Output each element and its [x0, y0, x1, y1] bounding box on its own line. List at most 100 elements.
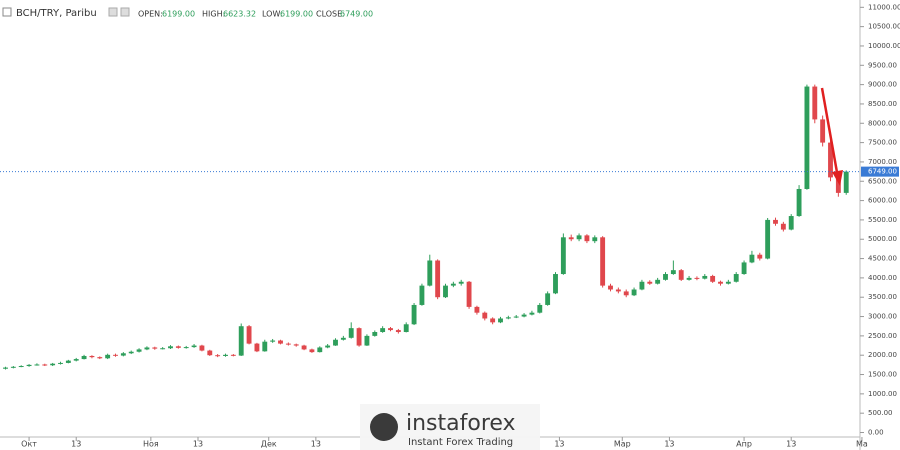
candle-body [58, 362, 63, 364]
plot-area [0, 84, 860, 370]
y-tick-label: 8000.00 [868, 119, 897, 127]
candle-body [270, 340, 276, 342]
high-value: 6623.32 [223, 10, 256, 19]
candle-body [136, 349, 142, 352]
low-value: 6199.00 [280, 10, 313, 19]
y-tick-label: 1500.00 [868, 371, 897, 379]
watermark-brand: instaforex [406, 411, 516, 436]
candle-body [34, 364, 40, 366]
candle-body [207, 350, 213, 356]
candle-body [498, 318, 503, 323]
annotation-arrow-head [832, 170, 843, 186]
open-value: 6199.00 [162, 10, 195, 19]
last-price-badge [861, 166, 899, 177]
x-tick-label: 13 [664, 440, 674, 449]
candle-body [372, 332, 378, 336]
candle-body [435, 260, 441, 298]
y-tick-label: 10000.00 [868, 42, 900, 50]
candle-body [285, 343, 291, 345]
candle-body [152, 347, 158, 349]
candle-body [10, 366, 16, 368]
y-tick-label: 4000.00 [868, 274, 897, 282]
candle-body [50, 363, 56, 366]
y-tick-label: 2500.00 [868, 332, 897, 340]
candle-body [513, 316, 519, 318]
candle-body [246, 326, 252, 344]
candle-body [710, 275, 716, 282]
y-tick-label: 10500.00 [868, 23, 900, 31]
candle-body [505, 317, 511, 319]
symbol: BCH/TRY, Paribu [16, 8, 97, 19]
y-tick-label: 500.00 [868, 409, 893, 417]
y-tick-label: 0.00 [868, 429, 884, 437]
candle-body [293, 344, 299, 346]
candle-body [348, 328, 354, 338]
x-tick-label: Апр [736, 440, 752, 449]
candle-body [835, 177, 841, 193]
candle-body [215, 355, 221, 357]
candle-body [458, 281, 464, 284]
candle-body [450, 283, 456, 286]
candle-body [168, 346, 173, 349]
y-tick-label: 5000.00 [868, 235, 897, 243]
last-price-label: 6749.00 [868, 168, 897, 176]
candle-body [584, 235, 590, 242]
candle-body [183, 347, 189, 349]
candle-body [144, 347, 150, 350]
candle-body [411, 304, 417, 325]
x-tick-label: 13 [554, 440, 564, 449]
settings-icon[interactable] [108, 7, 118, 17]
y-tick-label: 6000.00 [868, 197, 897, 205]
open-label: OPEN: [138, 10, 163, 19]
candle-body [419, 285, 425, 305]
candle-body [828, 142, 833, 178]
candle-body [73, 359, 79, 361]
x-tick-label: Ноя [143, 440, 159, 449]
candle-body [608, 285, 613, 290]
candle-body [97, 357, 103, 359]
candle-body [105, 354, 111, 359]
candle-body [230, 354, 236, 356]
y-tick-label: 9500.00 [868, 61, 897, 69]
x-tick-label: 13 [786, 440, 796, 449]
candle-body [317, 347, 323, 353]
candle-body [663, 274, 668, 280]
candle-body [615, 289, 621, 292]
candle-body [765, 219, 771, 259]
candle-body [600, 237, 606, 286]
candle-body [474, 306, 480, 313]
y-tick-label: 11000.00 [868, 3, 900, 11]
candle-body [443, 285, 448, 298]
y-tick-label: 3500.00 [868, 293, 897, 301]
candle-body [262, 341, 268, 352]
candle-body [333, 339, 338, 346]
candle-body [466, 281, 472, 307]
y-tick-label: 9000.00 [868, 81, 897, 89]
candle-body [623, 291, 629, 296]
candle-body [18, 366, 24, 368]
candle-body [757, 254, 763, 259]
candle-body [254, 343, 260, 352]
hide-icon[interactable] [120, 7, 130, 17]
candle-body [537, 304, 543, 313]
candle-body [113, 354, 118, 356]
candle-body [788, 216, 794, 230]
candle-body [388, 328, 393, 331]
y-tick-label: 7500.00 [868, 139, 897, 147]
annotation-arrow [820, 87, 840, 179]
candle-body [545, 293, 551, 305]
close-label: CLOSE: [316, 10, 345, 19]
candle-body [340, 337, 346, 340]
candle-body [199, 345, 205, 351]
candle-body [380, 328, 386, 333]
candle-body [89, 355, 95, 358]
watermark-icon [370, 413, 398, 441]
candle-body [686, 277, 692, 280]
x-tick-label: Ма [856, 440, 868, 449]
candle-body [553, 274, 558, 294]
y-tick-label: 6500.00 [868, 177, 897, 185]
candle-body [702, 275, 708, 279]
candle-body [718, 281, 723, 284]
candle-body [773, 219, 778, 224]
menu-icon[interactable] [2, 7, 12, 17]
